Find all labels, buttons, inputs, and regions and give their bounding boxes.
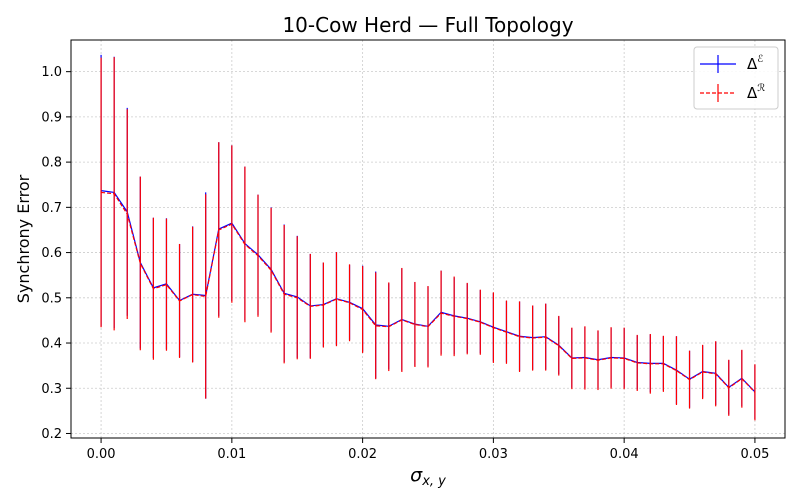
y-tick-label: 0.7 (41, 201, 62, 216)
x-axis-title: σx, y (410, 464, 446, 489)
x-tick-label: 0.00 (87, 447, 116, 462)
y-tick-label: 1.0 (41, 65, 62, 80)
y-tick-label: 0.9 (41, 110, 62, 125)
y-tick-label: 0.6 (41, 246, 62, 261)
series-line (101, 191, 756, 393)
y-axis-title: Synchrony Error (14, 174, 33, 303)
x-tick-label: 0.04 (610, 447, 639, 462)
x-axis: 0.00 0.01 0.02 0.03 0.04 0.05 (87, 438, 769, 462)
y-tick-label: 0.5 (41, 291, 62, 306)
plot-frame (70, 39, 786, 439)
y-tick-label: 0.2 (41, 427, 62, 442)
series-2 (100, 57, 756, 421)
y-tick-label: 0.4 (41, 337, 62, 352)
y-axis: 0.2 0.3 0.4 0.5 0.6 0.7 0.8 0.9 1.0 (41, 65, 71, 442)
x-tick-label: 0.01 (217, 447, 246, 462)
x-axis-title-sub: x, y (421, 474, 446, 489)
x-tick-label: 0.03 (479, 447, 508, 462)
legend-label-series-2: Δℛ (747, 83, 765, 102)
x-tick-label: 0.05 (740, 447, 769, 462)
legend: Δℰ Δℛ (693, 46, 779, 110)
y-tick-label: 0.8 (41, 156, 62, 171)
legend-label-series-1: Δℰ (747, 54, 763, 73)
x-axis-title-main: σ (410, 464, 423, 486)
series-layer (100, 54, 756, 421)
y-tick-label: 0.3 (41, 382, 62, 397)
x-tick-label: 0.02 (348, 447, 377, 462)
legend-box (693, 46, 779, 110)
grid (71, 40, 785, 438)
chart-title: 10-Cow Herd — Full Topology (282, 13, 573, 37)
